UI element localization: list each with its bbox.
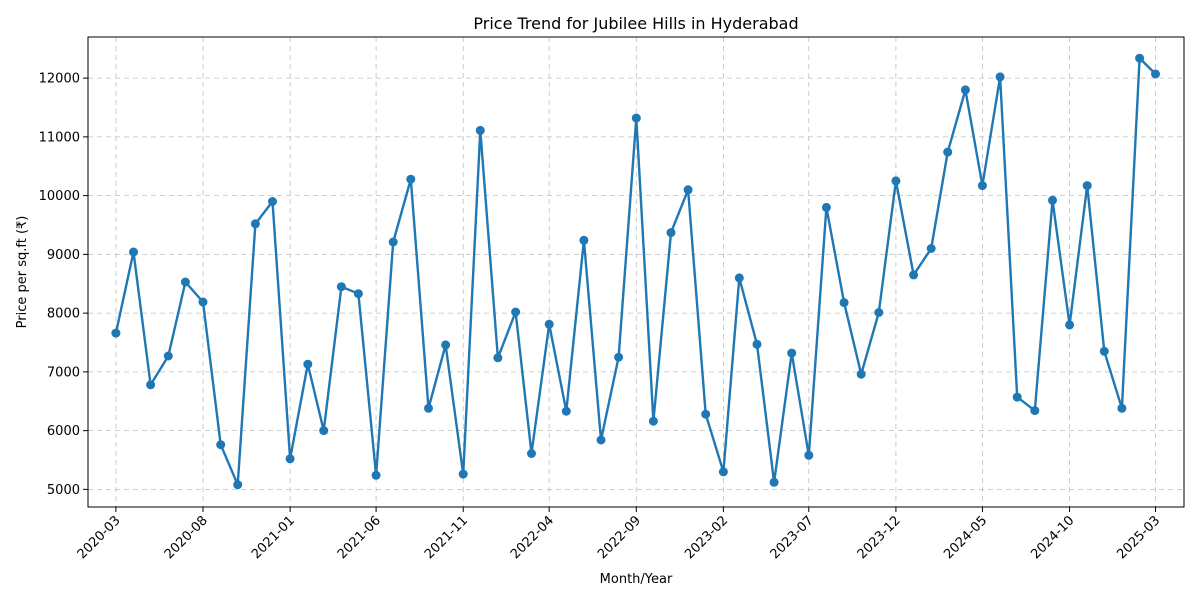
data-point-marker <box>111 328 121 338</box>
data-point-marker <box>146 380 156 390</box>
data-point-marker <box>977 181 987 191</box>
data-point-marker <box>874 308 884 317</box>
series <box>111 53 1160 490</box>
data-point-marker <box>511 307 521 317</box>
y-tick-label: 9000 <box>47 248 80 263</box>
data-point-marker <box>475 125 485 135</box>
data-point-marker <box>769 477 779 487</box>
y-tick-label: 8000 <box>47 307 80 322</box>
data-point-marker <box>1082 181 1092 191</box>
y-axis-label: Price per sq.ft (₹) <box>15 216 30 329</box>
data-point-marker <box>561 406 571 416</box>
y-tick-label: 12000 <box>39 72 80 87</box>
y-tick-label: 7000 <box>47 365 80 380</box>
data-point-marker <box>1065 320 1075 330</box>
data-point-marker <box>943 147 953 157</box>
data-point-marker <box>1135 53 1145 63</box>
data-point-marker <box>631 113 641 123</box>
data-point-marker <box>804 450 814 460</box>
data-point-marker <box>268 197 277 206</box>
chart-title: Price Trend for Jubilee Hills in Hyderab… <box>473 14 798 33</box>
data-point-marker <box>336 282 346 292</box>
y-tick-label: 6000 <box>47 424 80 439</box>
data-point-marker <box>648 416 658 426</box>
data-point-marker <box>1099 346 1109 356</box>
data-point-marker <box>1030 406 1040 416</box>
data-point-marker <box>718 467 728 477</box>
data-point-marker <box>163 351 173 361</box>
data-point-marker <box>701 409 711 419</box>
data-point-marker <box>1012 392 1022 402</box>
data-point-marker <box>1151 69 1160 79</box>
data-point-marker <box>1048 195 1057 205</box>
data-point-marker <box>233 480 243 490</box>
data-point-marker <box>960 85 970 95</box>
data-point-marker <box>250 219 260 229</box>
data-point-marker <box>319 426 329 436</box>
data-point-marker <box>579 235 589 245</box>
data-point-marker <box>787 348 797 358</box>
data-point-marker <box>995 72 1005 82</box>
data-point-marker <box>926 244 936 253</box>
data-point-marker <box>198 297 208 307</box>
x-axis-label: Month/Year <box>600 572 673 587</box>
y-tick-label: 11000 <box>39 130 80 145</box>
data-point-marker <box>734 273 744 283</box>
data-point-marker <box>371 470 381 480</box>
data-point-marker <box>441 340 451 350</box>
data-point-marker <box>129 247 138 257</box>
data-point-marker <box>666 228 676 238</box>
data-point-marker <box>493 353 503 363</box>
data-point-marker <box>216 440 226 450</box>
data-point-marker <box>909 270 919 280</box>
data-point-marker <box>752 339 762 349</box>
data-point-marker <box>527 449 536 458</box>
data-point-marker <box>891 176 901 186</box>
data-point-marker <box>544 319 554 329</box>
y-axis: 5000 6000 7000 8000 9000 10000 11000 12000 <box>39 72 88 498</box>
data-point-marker <box>303 359 313 369</box>
data-point-marker <box>821 202 831 212</box>
y-tick-label: 10000 <box>39 189 80 204</box>
data-point-marker <box>856 369 866 379</box>
y-tick-label: 5000 <box>47 483 80 498</box>
data-point-marker <box>596 435 606 445</box>
data-point-marker <box>424 403 433 413</box>
data-point-marker <box>406 174 416 184</box>
data-point-marker <box>683 185 693 195</box>
data-point-marker <box>839 298 849 308</box>
data-point-marker <box>614 352 624 362</box>
data-point-marker <box>180 277 190 287</box>
data-point-marker <box>285 454 295 464</box>
data-point-marker <box>458 469 468 479</box>
data-point-marker <box>388 237 398 247</box>
data-point-marker <box>353 289 363 299</box>
data-point-marker <box>1117 403 1127 413</box>
